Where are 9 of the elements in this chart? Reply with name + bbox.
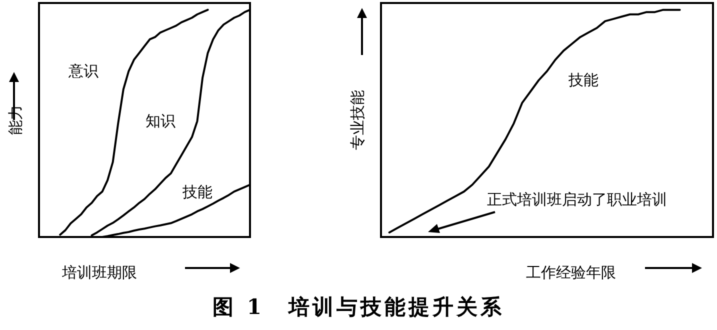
series-label: 知识 — [145, 112, 176, 130]
x-axis-title: 工作经验年限 — [526, 264, 616, 282]
y-axis-title: 专业技能 — [348, 90, 366, 150]
text: 图 1 培训与技能提升关系 — [212, 293, 506, 321]
annotation: 正式培训班启动了职业培训 — [487, 190, 667, 208]
x-axis-title: 培训班期限 — [61, 264, 137, 282]
series-label: 技能 — [568, 71, 599, 90]
series-label: 技能 — [181, 182, 212, 201]
series-label: 意识 — [68, 62, 99, 80]
